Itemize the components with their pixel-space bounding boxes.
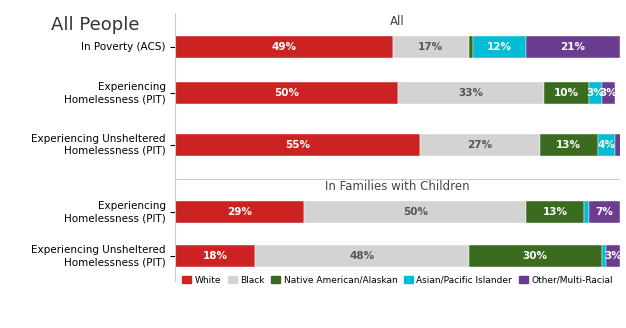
Bar	[175, 201, 304, 223]
Bar	[393, 36, 469, 58]
Text: 29%: 29%	[227, 207, 252, 217]
Text: 12%: 12%	[487, 42, 512, 52]
Text: 50%: 50%	[274, 88, 299, 98]
Text: 7%: 7%	[595, 207, 613, 217]
Bar	[602, 245, 607, 267]
Bar	[588, 82, 602, 104]
Bar	[175, 245, 255, 267]
Legend: White, Black, Native American/Alaskan, Asian/Pacific Islander, Other/Multi-Racia: White, Black, Native American/Alaskan, A…	[178, 272, 617, 288]
Bar	[469, 36, 473, 58]
Bar	[175, 82, 398, 104]
Text: All People: All People	[51, 16, 140, 34]
Text: 48%: 48%	[349, 251, 374, 261]
Text: 27%: 27%	[467, 140, 492, 150]
Bar	[602, 82, 615, 104]
Text: 4%: 4%	[597, 140, 615, 150]
Bar	[544, 82, 588, 104]
Bar	[526, 201, 584, 223]
Text: 3%: 3%	[604, 251, 622, 261]
Text: 55%: 55%	[285, 140, 310, 150]
Bar	[584, 201, 588, 223]
Bar	[473, 36, 526, 58]
Bar	[615, 134, 624, 156]
Text: 13%: 13%	[543, 207, 568, 217]
Bar	[588, 201, 620, 223]
Text: 3%: 3%	[587, 88, 604, 98]
Text: 18%: 18%	[203, 251, 228, 261]
Text: 3%: 3%	[600, 88, 617, 98]
Text: 10%: 10%	[554, 88, 579, 98]
Bar	[540, 134, 597, 156]
Text: All: All	[390, 15, 405, 28]
Bar	[255, 245, 469, 267]
Text: 50%: 50%	[403, 207, 428, 217]
Text: 17%: 17%	[418, 42, 443, 52]
Bar	[607, 245, 620, 267]
Text: 30%: 30%	[523, 251, 548, 261]
Text: 33%: 33%	[458, 88, 483, 98]
Bar	[469, 245, 602, 267]
Bar	[526, 36, 620, 58]
Bar	[304, 201, 526, 223]
Text: In Families with Children: In Families with Children	[325, 180, 470, 193]
Text: 49%: 49%	[272, 42, 297, 52]
Bar	[398, 82, 544, 104]
Bar	[597, 134, 615, 156]
Bar	[175, 36, 393, 58]
Bar	[420, 134, 540, 156]
Text: 13%: 13%	[556, 140, 581, 150]
Text: 21%: 21%	[560, 42, 585, 52]
Bar	[175, 134, 420, 156]
